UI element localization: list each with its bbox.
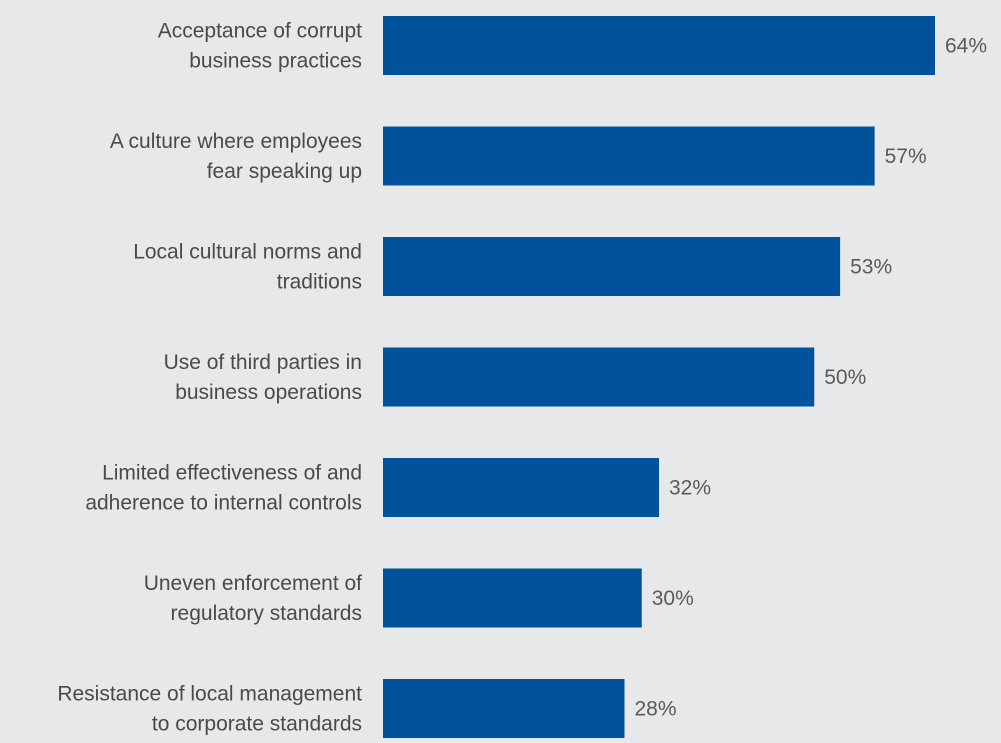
category-label-line: Acceptance of corrupt: [158, 20, 362, 43]
value-label-6: 28%: [635, 698, 677, 721]
bar-2: [383, 237, 841, 296]
category-label-line: Use of third parties in: [164, 351, 362, 374]
category-label-line: Limited effectiveness of and: [102, 462, 362, 485]
value-label-1: 57%: [885, 145, 927, 168]
bar-5: [383, 568, 642, 628]
bar-1: [383, 126, 875, 186]
category-label-6: Resistance of local management to corpora…: [57, 683, 362, 736]
category-label-3: Use of third parties in business operatio…: [164, 351, 362, 404]
value-label-5: 30%: [652, 587, 694, 610]
bar-4: [383, 458, 659, 517]
category-label-line: Uneven enforcement of: [144, 572, 362, 595]
category-label-0: Acceptance of corrupt business practices: [158, 20, 362, 73]
category-label-line: Resistance of local management: [57, 683, 362, 706]
category-label-1: A culture where employees fear speaking u…: [110, 130, 362, 183]
category-label-line: A culture where employees: [110, 130, 362, 153]
bar-6: [383, 679, 625, 738]
bar-0: [383, 16, 935, 75]
category-label-5: Uneven enforcement of regulatory standard…: [144, 572, 362, 625]
value-label-2: 53%: [850, 256, 892, 279]
bars-layer: Acceptance of corrupt business practices 6…: [57, 16, 987, 738]
category-label-line: Local cultural norms and: [133, 241, 362, 264]
value-label-4: 32%: [669, 477, 711, 500]
value-label-0: 64%: [945, 35, 987, 58]
category-label-line: fear speaking up: [207, 160, 362, 183]
value-label-3: 50%: [824, 366, 866, 389]
category-label-line: traditions: [277, 271, 362, 294]
category-label-line: business practices: [189, 50, 362, 73]
category-label-line: regulatory standards: [171, 602, 362, 625]
category-label-line: adherence to internal controls: [85, 492, 362, 515]
category-label-2: Local cultural norms and traditions: [133, 241, 362, 294]
bar-3: [383, 347, 815, 407]
category-label-line: business operations: [175, 381, 362, 404]
category-label-line: to corporate standards: [152, 713, 362, 736]
category-label-4: Limited effectiveness of and adherence to…: [85, 462, 362, 515]
